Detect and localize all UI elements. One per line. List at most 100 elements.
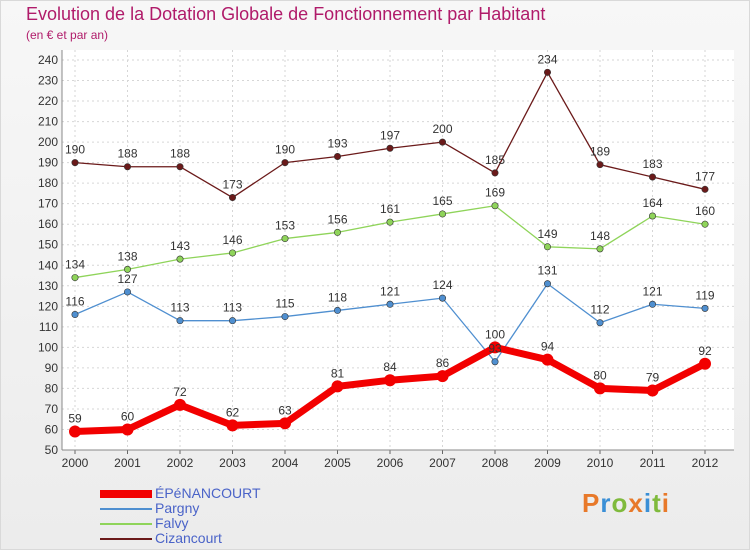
y-tick-label: 70 [45,402,59,416]
data-label: 190 [275,143,295,157]
proxiti-logo: Proxiti [582,488,670,519]
legend-item: Cizancourt [100,531,261,546]
data-point [124,163,132,171]
y-tick-label: 80 [45,381,59,395]
data-point [281,159,289,167]
y-tick-label: 210 [38,115,58,129]
data-label: 200 [432,122,452,136]
data-label: 149 [537,227,557,241]
data-point [543,68,551,76]
data-label: 84 [383,360,397,374]
data-point [491,202,499,210]
y-tick-label: 230 [38,74,58,88]
data-label: 164 [642,196,662,210]
data-point [384,374,396,387]
data-point [386,144,394,152]
x-tick-label: 2010 [587,456,614,470]
data-point [596,161,604,169]
data-label: 138 [117,249,137,263]
data-label: 60 [121,409,135,423]
data-point [174,398,186,411]
data-label: 153 [275,219,295,233]
data-label: 148 [590,229,610,243]
data-point [701,220,709,228]
data-label: 94 [541,340,555,354]
data-point [69,425,81,438]
data-point [386,300,394,308]
data-label: 197 [380,128,400,142]
data-point [701,185,709,193]
data-point [491,358,499,366]
data-label: 93 [488,342,502,356]
legend-item: ÉPéNANCOURT [100,486,261,501]
y-tick-label: 100 [38,340,58,354]
data-label: 190 [65,143,85,157]
data-label: 161 [380,202,400,216]
x-tick-label: 2004 [272,456,299,470]
data-point [386,218,394,226]
data-point [124,265,132,273]
data-label: 79 [646,370,660,384]
data-point [646,384,659,397]
x-tick-label: 2000 [62,456,89,470]
data-point [648,173,656,181]
data-point [648,212,656,220]
y-tick-label: 240 [38,53,58,67]
data-label: 116 [65,295,84,309]
y-tick-label: 200 [38,135,58,149]
data-point [648,300,656,308]
x-tick-label: 2008 [482,456,509,470]
legend-label: Falvy [155,515,189,531]
data-label: 234 [537,52,557,66]
data-point [281,313,289,321]
data-label: 146 [222,233,242,247]
logo-letter: r [600,488,612,518]
legend-swatch [100,489,152,498]
data-label: 173 [222,178,242,192]
data-label: 121 [380,284,400,298]
data-label: 81 [331,366,345,380]
data-point [176,317,184,325]
data-point [333,306,341,314]
legend-swatch [100,507,152,510]
data-point [543,280,551,288]
data-label: 63 [278,403,292,417]
y-tick-label: 110 [39,320,58,334]
x-tick-label: 2005 [324,456,351,470]
data-label: 134 [65,258,85,272]
data-label: 177 [695,169,715,183]
data-label: 143 [170,239,190,253]
data-label: 193 [327,136,347,150]
data-label: 188 [117,147,137,161]
data-point [71,159,79,167]
data-point [436,370,449,383]
y-tick-label: 150 [38,238,58,252]
data-label: 188 [170,147,190,161]
data-point [71,274,79,282]
legend-item: Falvy [100,516,261,531]
data-point [596,319,604,327]
data-label: 160 [695,204,715,218]
data-point [229,194,237,202]
data-point [281,235,289,243]
legend-item: Pargny [100,501,261,516]
data-point [438,138,446,146]
y-tick-label: 50 [45,443,59,457]
legend-swatch [100,522,152,525]
data-label: 183 [642,157,662,171]
data-label: 119 [695,288,714,302]
logo-letter: i [643,488,653,518]
data-point [124,288,132,296]
chart-title: Evolution de la Dotation Globale de Fonc… [26,4,546,24]
legend-label: ÉPéNANCOURT [155,485,261,501]
data-label: 113 [223,301,242,315]
data-label: 124 [432,278,452,292]
chart-subtitle: (en € et par an) [26,28,109,42]
data-label: 59 [68,412,82,426]
data-label: 156 [327,212,347,226]
data-label: 121 [642,284,662,298]
data-label: 72 [173,385,187,399]
y-tick-label: 220 [38,94,58,108]
data-label: 185 [485,153,505,167]
data-point [229,249,237,257]
